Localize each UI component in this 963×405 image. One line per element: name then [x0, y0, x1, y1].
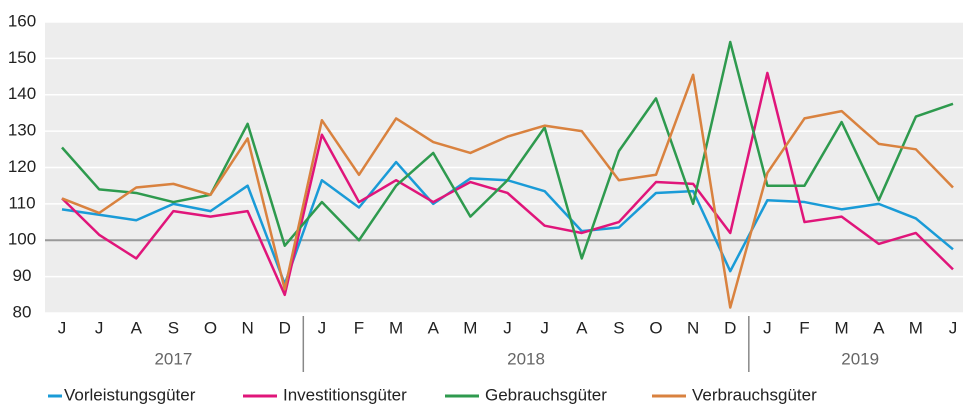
- x-tick-label: O: [204, 318, 217, 337]
- x-tick-label: A: [428, 318, 440, 337]
- x-tick-label: J: [503, 318, 512, 337]
- x-tick-label: A: [873, 318, 885, 337]
- legend-label: Investitionsgüter: [283, 385, 407, 404]
- x-tick-label: M: [389, 318, 403, 337]
- x-tick-label: S: [168, 318, 179, 337]
- y-tick-label: 160: [8, 11, 36, 30]
- y-tick-label: 110: [8, 193, 35, 212]
- y-tick-label: 90: [13, 266, 32, 285]
- x-tick-label: F: [799, 318, 809, 337]
- year-label: 2019: [841, 349, 879, 368]
- year-label: 2018: [507, 349, 545, 368]
- y-tick-label: 150: [8, 48, 36, 67]
- legend-label: Vorleistungsgüter: [64, 385, 196, 404]
- x-tick-label: J: [58, 318, 67, 337]
- x-tick-label: A: [131, 318, 143, 337]
- x-tick-label: J: [540, 318, 549, 337]
- x-tick-label: J: [95, 318, 104, 337]
- x-tick-label: N: [687, 318, 699, 337]
- y-tick-label: 100: [8, 230, 36, 249]
- y-tick-label: 140: [8, 84, 36, 103]
- x-tick-label: S: [613, 318, 624, 337]
- x-tick-label: J: [763, 318, 772, 337]
- y-tick-label: 130: [8, 121, 36, 140]
- year-label: 2017: [154, 349, 192, 368]
- x-tick-label: M: [835, 318, 849, 337]
- legend-label: Verbrauchsgüter: [692, 385, 817, 404]
- x-tick-label: F: [354, 318, 364, 337]
- x-tick-label: O: [649, 318, 662, 337]
- x-tick-label: J: [318, 318, 327, 337]
- x-tick-label: A: [576, 318, 588, 337]
- x-tick-label: M: [463, 318, 477, 337]
- x-tick-label: N: [241, 318, 253, 337]
- y-tick-label: 80: [13, 302, 32, 321]
- series-line: [61, 73, 954, 309]
- x-tick-label: M: [909, 318, 923, 337]
- legend-label: Gebrauchsgüter: [485, 385, 607, 404]
- x-tick-label: D: [724, 318, 736, 337]
- x-tick-label: J: [949, 318, 958, 337]
- series-line: [61, 71, 954, 297]
- x-tick-label: D: [279, 318, 291, 337]
- y-tick-label: 120: [8, 157, 36, 176]
